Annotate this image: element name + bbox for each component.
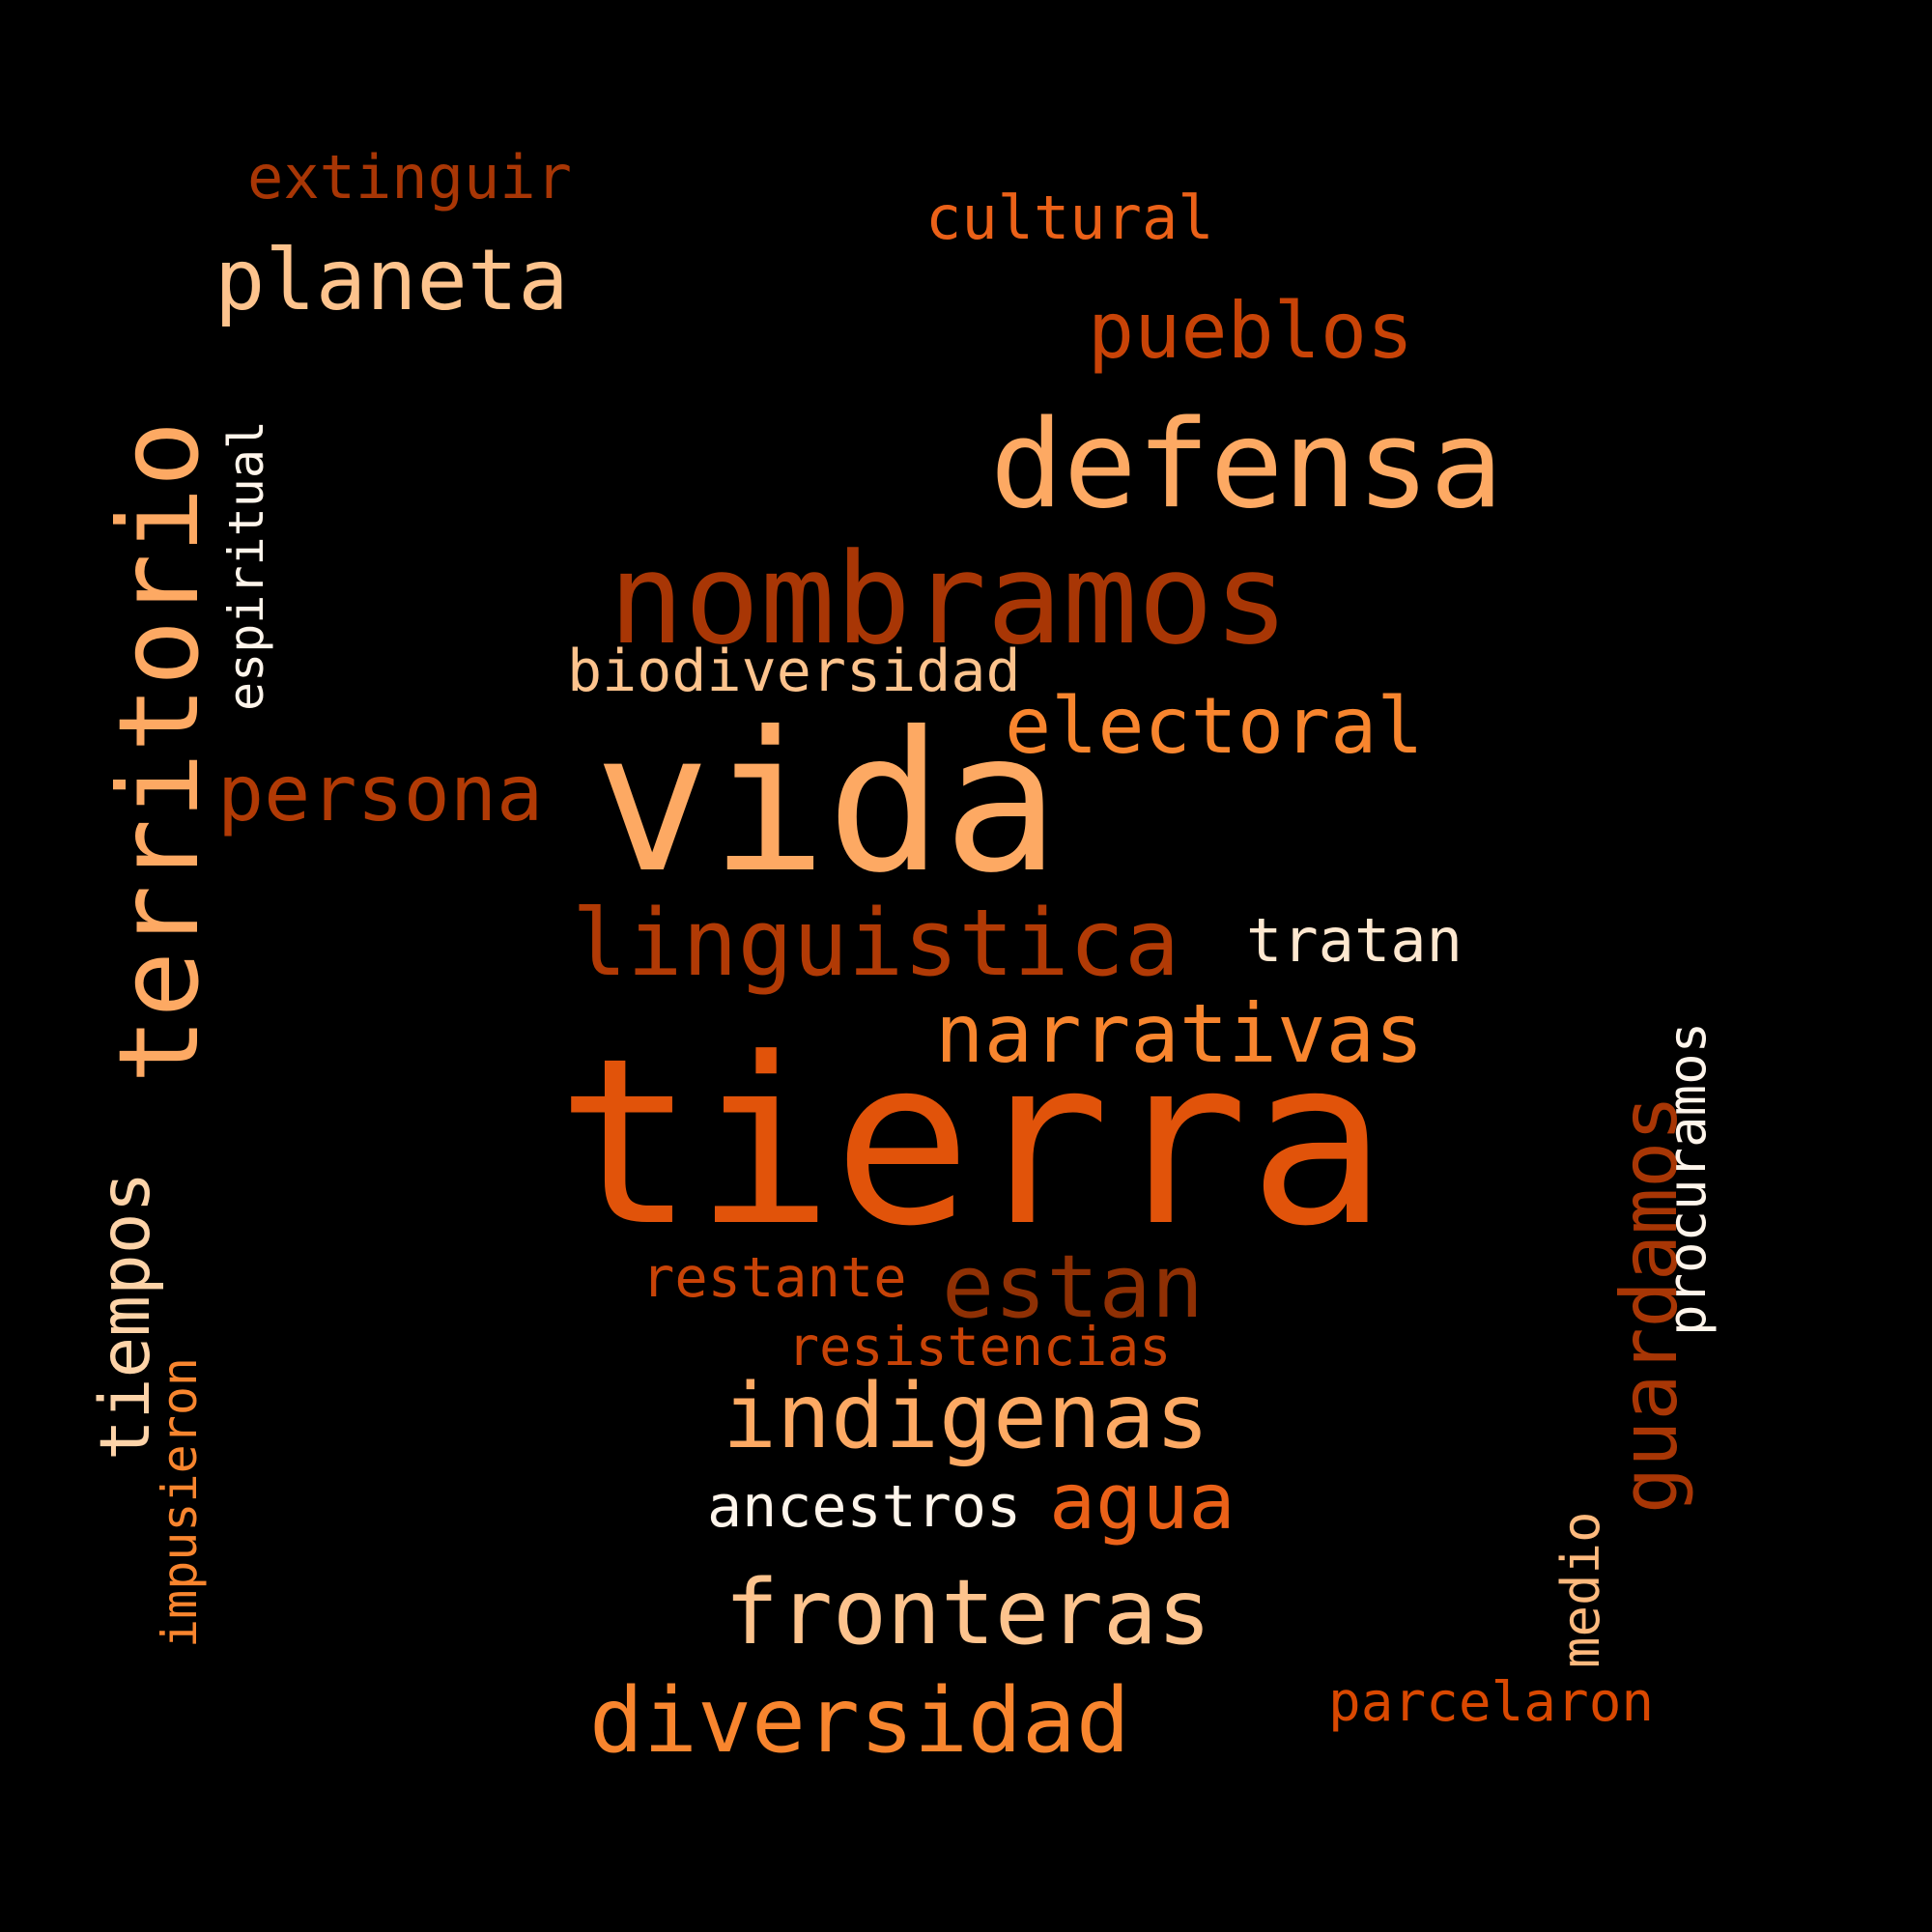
word-pueblos: pueblos [1088, 286, 1414, 376]
word-nombramos: nombramos [609, 526, 1290, 672]
word-parcelaron: parcelaron [1328, 1671, 1655, 1734]
word-espiritual: espiritual [218, 419, 274, 711]
word-diversidad: diversidad [589, 1668, 1130, 1773]
word-narrativas: narrativas [935, 986, 1424, 1081]
word-cultural: cultural [925, 183, 1214, 253]
word-vida: vida [594, 691, 1060, 916]
word-persona: persona [217, 749, 544, 838]
word-extinguir: extinguir [247, 142, 572, 213]
word-medio: medio [1550, 1511, 1611, 1668]
word-planeta: planeta [214, 231, 569, 329]
word-resistencias: resistencias [787, 1316, 1172, 1378]
word-tierra: tierra [556, 1009, 1387, 1277]
word-tratan: tratan [1246, 905, 1463, 976]
word-agua: agua [1049, 1457, 1236, 1547]
word-electoral: electoral [1005, 681, 1424, 771]
word-estan: estan [942, 1236, 1204, 1338]
word-defensa: defensa [990, 393, 1504, 535]
word-fronteras: fronteras [724, 1560, 1211, 1664]
word-ancestros: ancestros [707, 1473, 1022, 1541]
word-territorio: territorio [95, 420, 223, 1084]
word-tiempos: tiempos [85, 1171, 165, 1461]
word-biodiversidad: biodiversidad [567, 638, 1021, 705]
word-procuramos: procuramos [1657, 1021, 1718, 1336]
word-indigenas: indigenas [723, 1364, 1209, 1468]
word-linguistica: linguistica [572, 891, 1180, 997]
word-impusieron: impusieron [152, 1356, 208, 1648]
word-restante: restante [641, 1246, 907, 1310]
